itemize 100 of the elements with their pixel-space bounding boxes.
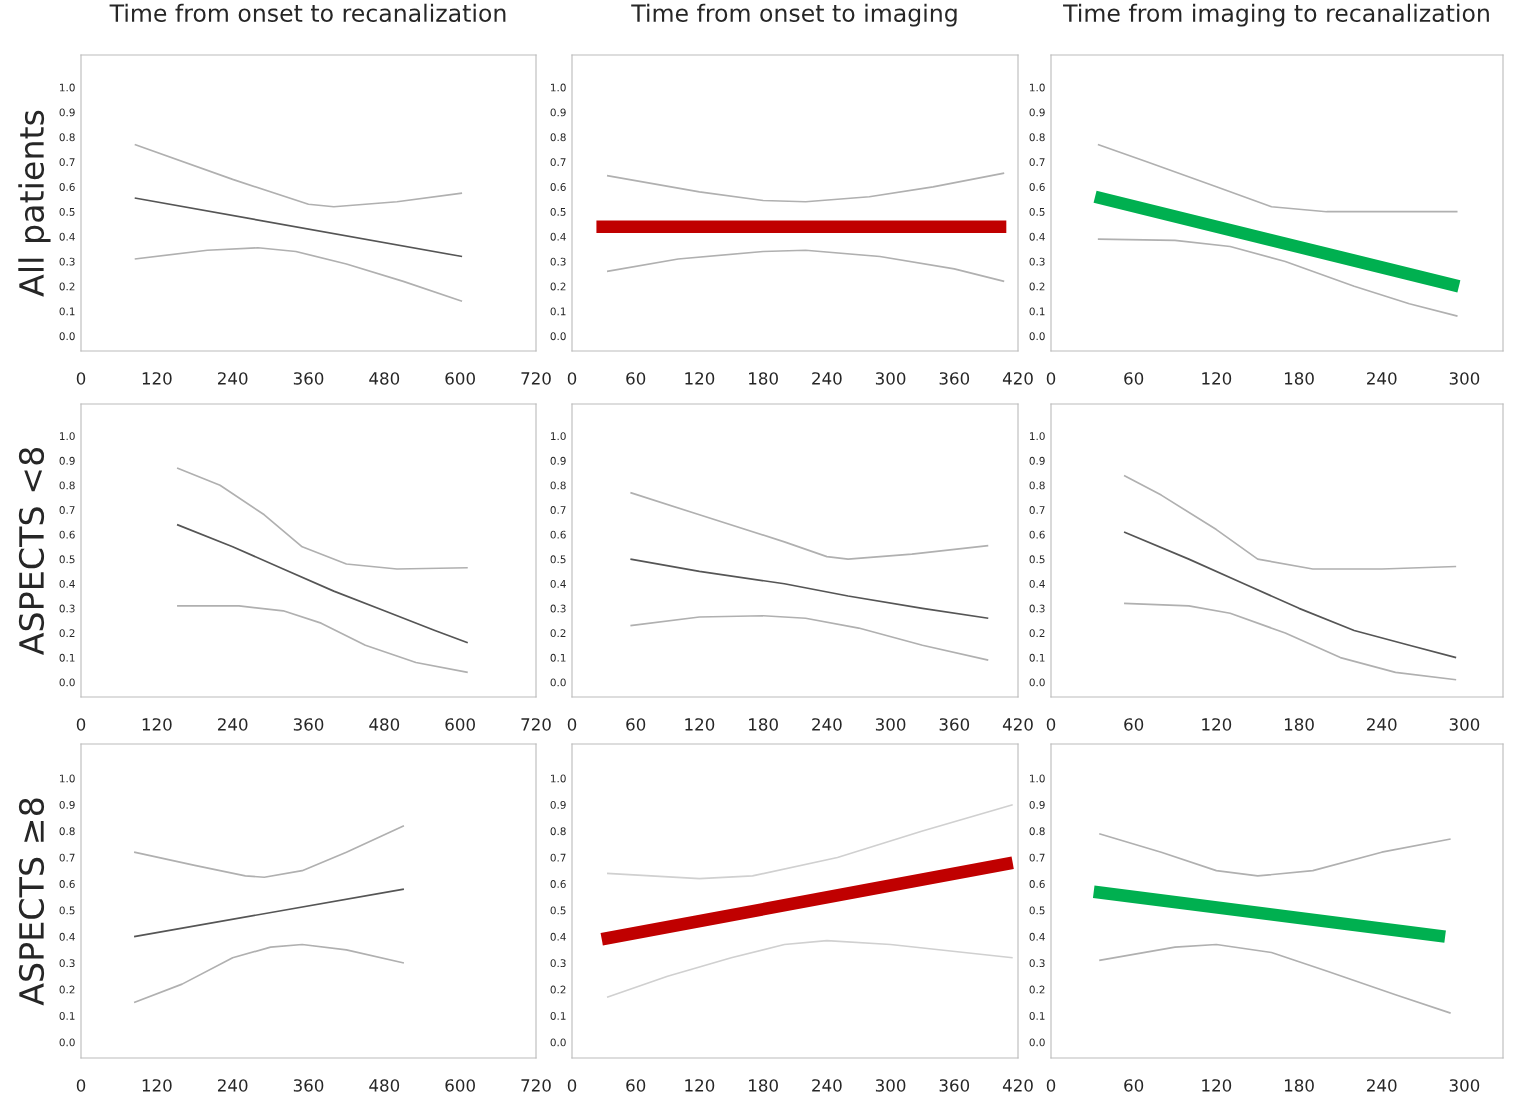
y-tick-label: 0.9 [1029, 108, 1045, 117]
line-series [629, 614, 990, 661]
y-tick-label: 0.5 [1029, 906, 1045, 915]
x-tick-label: 240 [812, 372, 842, 385]
y-tick-label: 0.8 [59, 133, 75, 142]
line-series [629, 558, 990, 620]
y-tick-label: 0.2 [59, 985, 75, 994]
x-tick-label: 360 [293, 1079, 324, 1092]
y-tick-label: 0.5 [59, 555, 75, 564]
y-tick-label: 0.4 [550, 579, 566, 588]
x-tick-label: 60 [626, 718, 646, 731]
x-tick-label: 240 [1367, 1079, 1397, 1092]
y-tick-label: 0.0 [1029, 678, 1045, 687]
y-tick-label: 0.6 [59, 530, 75, 539]
y-tick-label: 0.9 [59, 800, 75, 809]
x-tick-label: 360 [939, 1079, 970, 1092]
y-tick-label: 1.0 [1030, 83, 1045, 92]
x-tick-label: 180 [1284, 1079, 1314, 1092]
y-tick-label: 0.0 [550, 678, 566, 687]
y-tick-label: 0.3 [1029, 257, 1045, 266]
x-tick-label: 720 [521, 718, 551, 731]
y-tick-label: 0.3 [550, 604, 566, 613]
x-tick-label: 300 [875, 718, 906, 731]
y-axis-title: ASPECTS ≥8 [18, 798, 45, 1006]
line-series [1098, 832, 1452, 877]
y-tick-label: 0.5 [1029, 207, 1045, 216]
y-tick-label: 0.0 [550, 1038, 566, 1047]
y-tick-label: 0.5 [550, 207, 566, 216]
x-tick-label: 120 [685, 718, 715, 731]
y-tick-label: 0.6 [1029, 183, 1045, 191]
x-tick-label: 120 [142, 372, 172, 385]
y-tick-label: 0.7 [1029, 853, 1045, 862]
y-tick-label: 0.8 [59, 827, 75, 836]
x-tick-label: 420 [1002, 718, 1033, 731]
x-tick-label: 720 [521, 1079, 551, 1092]
x-tick-label: 360 [293, 718, 324, 731]
y-tick-label: 0.7 [550, 506, 566, 514]
x-tick-label: 420 [1002, 372, 1033, 385]
y-tick-label: 0.2 [59, 282, 75, 291]
x-tick-label: 0 [76, 718, 86, 731]
x-tick-label: 480 [369, 372, 400, 385]
x-tick-label: 180 [749, 1079, 778, 1092]
x-tick-label: 0 [567, 1079, 577, 1092]
y-tick-label: 0.2 [59, 629, 75, 638]
y-tick-label: 0.9 [1029, 800, 1045, 809]
y-tick-label: 0.6 [59, 880, 75, 888]
y-tick-label: 0.4 [550, 932, 566, 941]
y-tick-label: 0.1 [1029, 307, 1045, 316]
x-tick-label: 0 [76, 1079, 86, 1092]
x-tick-label: 120 [142, 1079, 172, 1092]
y-tick-label: 0.1 [59, 307, 75, 316]
y-tick-label: 0.5 [550, 906, 566, 915]
y-tick-label: 1.0 [60, 83, 75, 92]
x-tick-label: 360 [939, 372, 970, 385]
y-tick-label: 0.2 [1029, 985, 1045, 994]
line-series [133, 143, 463, 208]
y-axis-title: All patients [18, 110, 51, 297]
line-series [133, 824, 405, 879]
y-tick-label: 0.7 [59, 158, 75, 167]
y-tick-label: 0.0 [550, 332, 566, 341]
x-tick-label: 180 [1284, 372, 1314, 385]
line-series [176, 523, 469, 644]
x-tick-label: 180 [1284, 718, 1314, 731]
x-tick-label: 600 [445, 372, 475, 385]
y-tick-label: 0.4 [1029, 232, 1045, 241]
x-tick-label: 300 [875, 372, 906, 385]
line-series [1097, 143, 1459, 213]
y-tick-label: 1.0 [60, 774, 75, 783]
y-tick-label: 0.1 [550, 1012, 566, 1020]
x-tick-label: 420 [1002, 1079, 1033, 1092]
x-tick-label: 240 [1367, 372, 1397, 385]
x-tick-label: 0 [76, 372, 86, 385]
x-tick-label: 0 [567, 372, 577, 385]
y-tick-label: 0.5 [550, 555, 566, 564]
x-tick-label: 120 [685, 372, 715, 385]
x-tick-label: 300 [1449, 1079, 1480, 1092]
y-tick-label: 0.8 [1029, 133, 1045, 142]
x-tick-label: 240 [1367, 718, 1397, 731]
x-tick-label: 120 [685, 1079, 715, 1092]
x-tick-label: 120 [1202, 1079, 1232, 1092]
line-series [176, 605, 469, 674]
x-tick-label: 480 [369, 1079, 400, 1092]
y-tick-label: 0.6 [1029, 530, 1045, 539]
x-tick-label: 600 [445, 718, 475, 731]
y-tick-label: 0.8 [550, 827, 566, 836]
y-tick-label: 0.0 [59, 678, 75, 687]
y-tick-label: 0.3 [59, 604, 75, 613]
y-tick-label: 0.4 [1029, 579, 1045, 588]
chart-title: Time from onset to recanalization [109, 3, 506, 22]
x-tick-label: 0 [1046, 372, 1056, 385]
x-tick-label: 180 [749, 372, 778, 385]
y-tick-label: 1.0 [551, 83, 566, 92]
y-tick-label: 0.0 [1029, 1038, 1045, 1047]
y-tick-label: 0.3 [550, 959, 566, 968]
y-tick-label: 0.3 [59, 959, 75, 968]
y-tick-label: 0.2 [550, 282, 566, 291]
x-tick-label: 120 [1202, 372, 1232, 385]
y-tick-label: 0.9 [550, 108, 566, 117]
x-tick-label: 300 [1449, 372, 1480, 385]
y-tick-label: 0.2 [1029, 629, 1045, 638]
